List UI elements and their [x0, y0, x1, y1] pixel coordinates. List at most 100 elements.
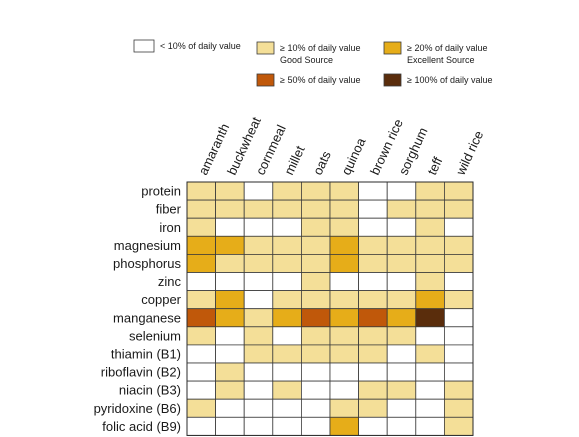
cell-folic-acid-b9-millet — [272, 416, 302, 436]
column-label-teff: teff — [424, 154, 445, 177]
cell-riboflavin-b2-oats — [300, 362, 331, 382]
legend-swatch-0 — [133, 39, 155, 53]
cell-iron-oats — [300, 217, 331, 237]
cell-niacin-b3-cornmeal — [243, 380, 274, 400]
cell-folic-acid-b9-buckwheat — [215, 416, 245, 436]
cell-iron-wild-rice — [443, 217, 474, 237]
cell-phosphorus-quinoa — [329, 253, 360, 273]
cell-zinc-teff — [415, 272, 445, 292]
cell-selenium-buckwheat — [215, 326, 245, 346]
column-label-wild-rice: wild rice — [452, 128, 486, 178]
cell-copper-millet — [272, 290, 302, 310]
cell-phosphorus-wild-rice — [443, 253, 474, 273]
cell-riboflavin-b2-brown-rice — [358, 362, 388, 382]
cell-selenium-teff — [415, 326, 445, 346]
column-label-oats: oats — [310, 148, 334, 177]
cell-fiber-cornmeal — [243, 199, 274, 219]
cell-fiber-millet — [272, 199, 302, 219]
cell-magnesium-buckwheat — [215, 235, 245, 255]
row-label-zinc: zinc — [158, 274, 182, 289]
cell-phosphorus-amaranth — [186, 253, 217, 273]
cell-magnesium-wild-rice — [443, 235, 474, 255]
cell-phosphorus-teff — [415, 253, 445, 273]
cell-magnesium-millet — [272, 235, 302, 255]
cell-protein-brown-rice — [358, 181, 388, 201]
cell-niacin-b3-amaranth — [186, 380, 217, 400]
legend-label-3: ≥ 50% of daily value — [280, 75, 361, 85]
cell-fiber-amaranth — [186, 199, 217, 219]
row-label-thiamin-b1: thiamin (B1) — [111, 346, 181, 361]
cell-folic-acid-b9-amaranth — [186, 416, 217, 436]
cell-phosphorus-sorghum — [386, 253, 417, 273]
cell-zinc-oats — [300, 272, 331, 292]
row-label-selenium: selenium — [129, 328, 181, 343]
row-label-fiber: fiber — [156, 202, 182, 217]
cell-folic-acid-b9-quinoa — [329, 416, 360, 436]
cell-copper-sorghum — [386, 290, 417, 310]
cell-selenium-wild-rice — [443, 326, 474, 346]
cell-phosphorus-oats — [300, 253, 331, 273]
cell-magnesium-oats — [300, 235, 331, 255]
legend-sublabel-2: Excellent Source — [407, 55, 475, 65]
cell-pyridoxine-b6-wild-rice — [443, 398, 474, 418]
cell-riboflavin-b2-quinoa — [329, 362, 360, 382]
cell-manganese-brown-rice — [358, 308, 388, 328]
cell-pyridoxine-b6-oats — [300, 398, 331, 418]
cell-thiamin-b1-teff — [415, 344, 445, 364]
cell-copper-amaranth — [186, 290, 217, 310]
cell-pyridoxine-b6-amaranth — [186, 398, 217, 418]
cell-magnesium-quinoa — [329, 235, 360, 255]
cell-fiber-sorghum — [386, 199, 417, 219]
cell-selenium-sorghum — [386, 326, 417, 346]
cell-protein-teff — [415, 181, 445, 201]
legend-label-1: ≥ 10% of daily value — [280, 43, 361, 53]
cell-magnesium-cornmeal — [243, 235, 274, 255]
cell-zinc-wild-rice — [443, 272, 474, 292]
cell-manganese-amaranth — [186, 308, 217, 328]
row-label-protein: protein — [141, 184, 181, 199]
cell-selenium-amaranth — [186, 326, 217, 346]
row-label-folic-acid-b9: folic acid (B9) — [102, 419, 181, 434]
cell-copper-quinoa — [329, 290, 360, 310]
cell-zinc-cornmeal — [243, 272, 274, 292]
row-labels: protein fiber iron magnesium phosphorus zinc c… — [94, 184, 182, 434]
cell-thiamin-b1-wild-rice — [443, 344, 474, 364]
legend-label-4: ≥ 100% of daily value — [407, 75, 493, 85]
grid-border — [186, 181, 474, 436]
legend-sublabel-1: Good Source — [280, 55, 333, 65]
cell-riboflavin-b2-cornmeal — [243, 362, 274, 382]
cell-selenium-cornmeal — [243, 326, 274, 346]
cell-niacin-b3-oats — [300, 380, 331, 400]
cell-niacin-b3-teff — [415, 380, 445, 400]
cell-thiamin-b1-millet — [272, 344, 302, 364]
cell-zinc-amaranth — [186, 272, 217, 292]
row-label-niacin-b3: niacin (B3) — [119, 383, 181, 398]
cell-thiamin-b1-cornmeal — [243, 344, 274, 364]
cell-selenium-millet — [272, 326, 302, 346]
row-label-iron: iron — [159, 220, 181, 235]
cell-iron-millet — [272, 217, 302, 237]
cell-manganese-oats — [300, 308, 331, 328]
row-label-magnesium: magnesium — [114, 238, 181, 253]
cell-riboflavin-b2-wild-rice — [443, 362, 474, 382]
cell-pyridoxine-b6-sorghum — [386, 398, 417, 418]
cell-riboflavin-b2-sorghum — [386, 362, 417, 382]
cell-fiber-quinoa — [329, 199, 360, 219]
cell-copper-brown-rice — [358, 290, 388, 310]
cell-pyridoxine-b6-quinoa — [329, 398, 360, 418]
row-label-manganese: manganese — [113, 310, 181, 325]
cell-protein-sorghum — [386, 181, 417, 201]
cell-phosphorus-brown-rice — [358, 253, 388, 273]
legend-label-2: ≥ 20% of daily value — [407, 43, 488, 53]
cell-protein-cornmeal — [243, 181, 274, 201]
cell-iron-sorghum — [386, 217, 417, 237]
cell-iron-buckwheat — [215, 217, 245, 237]
cell-iron-brown-rice — [358, 217, 388, 237]
cell-manganese-teff — [415, 308, 445, 328]
cell-copper-oats — [300, 290, 331, 310]
cell-thiamin-b1-brown-rice — [358, 344, 388, 364]
cell-manganese-cornmeal — [243, 308, 274, 328]
cell-niacin-b3-buckwheat — [215, 380, 245, 400]
